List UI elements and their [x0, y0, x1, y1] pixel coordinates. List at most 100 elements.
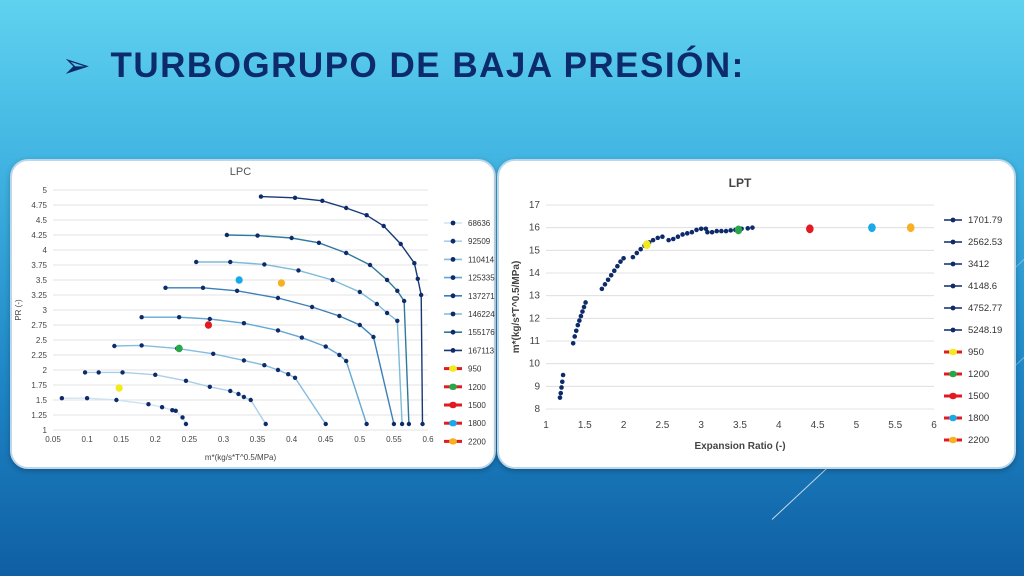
data-point [228, 388, 233, 394]
y-tick-label: 3.75 [31, 261, 47, 270]
legend-entry: 2200 [968, 435, 989, 446]
data-point [634, 250, 640, 256]
data-point [262, 363, 267, 368]
data-point [289, 235, 294, 241]
highlight-marker [175, 344, 183, 353]
data-point [183, 421, 189, 427]
legend-marker-swatch [949, 392, 957, 400]
x-tick-label: 6 [931, 420, 937, 431]
legend-dot [950, 239, 956, 245]
data-point [286, 372, 291, 377]
y-tick-label: 14 [529, 268, 541, 279]
series-line [141, 316, 368, 425]
data-point [183, 378, 189, 383]
data-point [559, 385, 564, 390]
data-point [114, 397, 119, 403]
legend-entry: 5248.19 [968, 325, 1002, 336]
x-tick-label: 0.35 [250, 435, 266, 444]
data-point [343, 250, 349, 256]
data-point [275, 328, 281, 333]
legend-dot [450, 348, 456, 353]
data-point [112, 343, 117, 349]
y-tick-label: 11 [530, 336, 541, 347]
highlight-marker [204, 321, 213, 329]
data-point [228, 259, 233, 265]
legend-dot [950, 327, 956, 333]
data-point [395, 288, 400, 293]
legend-dot [450, 329, 456, 335]
legend-entry: 68636 [468, 219, 491, 228]
x-tick-label: 0.15 [113, 435, 129, 444]
data-point [139, 315, 144, 320]
x-tick-label: 0.55 [386, 435, 402, 444]
legend-marker-swatch [949, 370, 957, 378]
data-point [420, 421, 425, 427]
data-point [337, 313, 342, 319]
data-point [680, 232, 685, 237]
x-tick-label: 0.45 [318, 435, 334, 444]
data-point [180, 415, 185, 420]
legend-entry: 125335 [468, 274, 495, 283]
series-line [114, 344, 327, 425]
y-axis-label: PR (-) [14, 299, 23, 321]
legend-entry: 167113 [468, 346, 495, 355]
data-point [705, 229, 710, 235]
legend-dot [450, 257, 456, 262]
lpt-chart-panel: LPT 8 9 10 11 12 13 14 15 16 17 1 1.5 2 2.5 3 3.5 4 4.5 5 5.… [497, 159, 1016, 469]
data-point [275, 367, 281, 373]
legend-dot [950, 305, 956, 311]
x-tick-label: 0.2 [150, 435, 162, 444]
data-point [207, 384, 213, 389]
legend-entry: 137271 [468, 292, 495, 301]
data-point [241, 358, 247, 363]
data-point [575, 322, 581, 328]
data-point [655, 235, 661, 241]
legend-dot [450, 220, 456, 226]
data-point [684, 231, 690, 236]
series-line [196, 261, 403, 425]
data-point [570, 340, 576, 346]
legend-entry: 110414 [468, 255, 495, 264]
y-tick-label: 5 [43, 186, 48, 195]
legend-marker-swatch [449, 438, 457, 445]
legend-entry: 146224 [468, 310, 495, 319]
data-point [728, 228, 733, 233]
data-point [384, 277, 390, 283]
x-tick-label: 4.5 [811, 420, 825, 431]
legend-marker-swatch [449, 383, 457, 390]
data-point [241, 394, 247, 400]
data-point [615, 263, 620, 269]
highlight-marker [115, 384, 123, 392]
x-tick-label: 4 [776, 420, 782, 431]
legend-entry: 1701.79 [968, 215, 1002, 226]
legend-marker-swatch [449, 365, 457, 372]
y-tick-label: 3.5 [36, 276, 48, 285]
data-point [173, 408, 178, 413]
y-tick-label: 4.5 [36, 216, 48, 225]
legend-entry: 1800 [468, 419, 486, 428]
data-point [193, 259, 199, 265]
data-point [608, 272, 614, 278]
legend-dot [450, 311, 456, 317]
data-point [82, 370, 88, 375]
legend-entry: 1500 [468, 401, 486, 410]
x-tick-label: 0.4 [286, 435, 298, 444]
page-title: TURBOGRUPO DE BAJA PRESIÓN: [110, 46, 745, 85]
data-point [694, 227, 699, 233]
legend-dot [950, 261, 956, 267]
x-tick-label: 3 [698, 420, 704, 431]
x-tick-label: 0.3 [218, 435, 230, 444]
legend-entry: 950 [468, 365, 482, 374]
data-point [384, 310, 390, 316]
data-point [560, 372, 566, 378]
data-point [59, 396, 65, 401]
y-tick-label: 1.75 [31, 381, 47, 390]
data-point [618, 259, 623, 264]
legend-entry: 2562.53 [968, 237, 1002, 248]
y-tick-label: 9 [534, 381, 540, 392]
data-point [170, 408, 175, 413]
highlight-marker [906, 223, 915, 233]
y-tick-label: 3.25 [31, 291, 47, 300]
data-point [580, 309, 585, 314]
data-point [557, 395, 563, 400]
